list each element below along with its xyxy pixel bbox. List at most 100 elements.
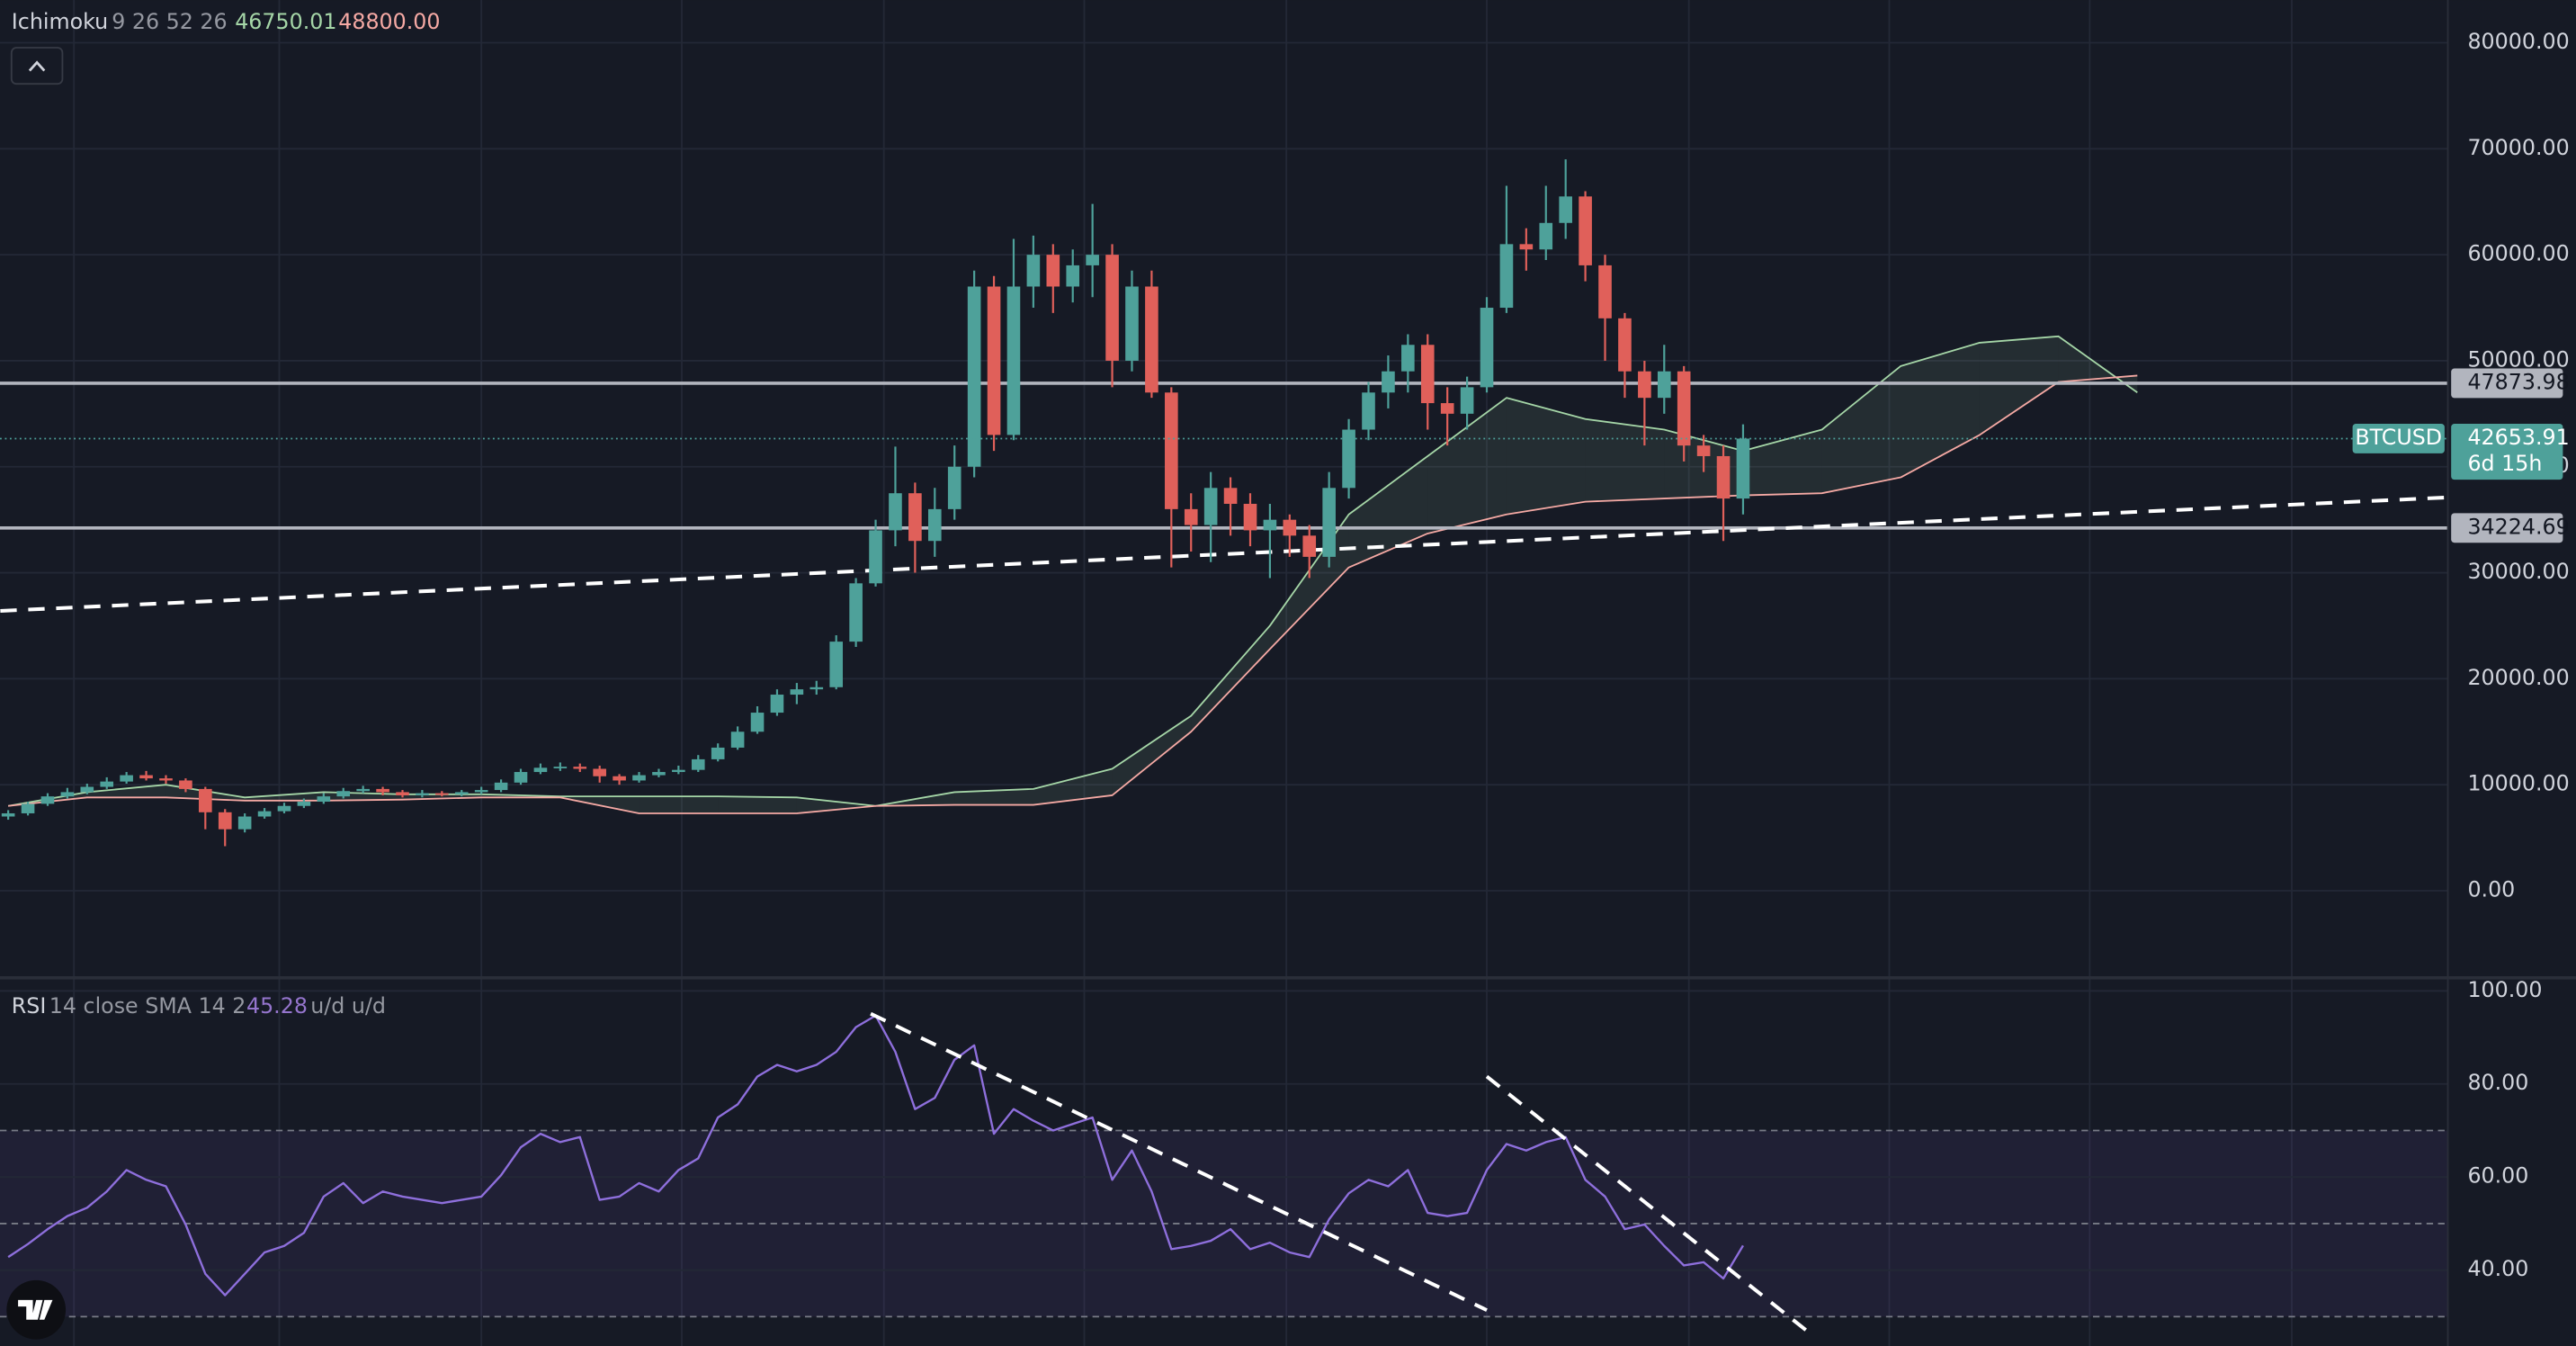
candle-body [1420,345,1435,404]
cloud-fill [1585,418,1665,502]
candle-body [1,812,15,817]
candle-body [218,812,232,830]
y-tick-label: 60.00 [2467,1163,2528,1189]
cloud-fill [1821,365,1901,494]
candle-body [533,767,548,773]
candle-body [1145,286,1158,393]
candle-body [869,530,882,584]
candle-body [139,775,153,779]
candle-body [849,583,863,642]
candle-body [21,803,35,813]
collapse-button[interactable] [10,47,64,85]
candle-body [159,778,173,781]
candle-body [1559,196,1572,223]
candle-body [1125,286,1139,361]
candle-body [179,780,192,789]
candle-body [1046,255,1060,287]
candle-body [1598,265,1612,319]
candle-body [514,772,528,783]
cloud-fill [1033,768,1113,805]
candle-body [1579,196,1592,265]
y-tick-label: 0.00 [2467,876,2515,902]
candle-body [672,769,685,773]
level-label: 34224.69 [2467,514,2569,539]
candle-body [573,767,587,769]
cloud-fill [1112,715,1192,795]
cloud-fill [796,797,876,813]
candle-body [1696,445,1711,456]
indicator-name: RSI [12,993,47,1018]
logo-mark[interactable] [18,1299,53,1320]
candle-body [396,792,409,795]
cloud-fill [86,785,166,798]
candle-body [809,686,824,690]
candle-body [1382,371,1395,393]
candle-body [927,508,942,542]
candle-body [1203,488,1218,525]
candle-body [1105,255,1119,361]
grid [73,0,2293,1346]
cloud-fill [1348,455,1428,568]
cloud-fill [639,796,719,813]
candle-body [1716,455,1731,499]
candle-body [277,805,291,812]
candle-body [1480,308,1494,388]
price-badge [2451,424,2563,480]
candle-body [1184,508,1198,525]
y-tick-label: 10000.00 [2467,771,2569,796]
candle-body [1638,371,1651,399]
candle-body [454,792,469,794]
candle-body [416,793,429,795]
price-label: 42653.91 [2467,425,2569,450]
candle-body [1342,429,1355,489]
candle-body [790,689,804,695]
indicator-name: Ichimoku [12,9,108,34]
candle-body [613,776,626,781]
candle-body [1519,244,1534,250]
indicator-value: 45.28 [246,993,308,1018]
level-label: 47873.98 [2467,369,2569,394]
indicator-params: 14 close SMA 14 2 [49,993,246,1018]
candle-body [237,816,252,830]
candle-body [691,758,705,770]
cloud-fill [1901,342,1980,478]
indicator-value: 48800.00 [338,9,440,34]
candle-body [1539,222,1553,250]
level-badge [2451,368,2563,399]
indicator-labels: u/d u/d [310,993,386,1018]
chevron-icon[interactable] [28,60,46,72]
candle-body [1499,244,1514,309]
candle-body [1006,286,1021,435]
candle-body [40,796,55,804]
y-tick-label: 30000.00 [2467,559,2569,584]
candle-body [652,772,666,776]
candle-body [829,642,844,687]
button-frame[interactable] [10,47,64,85]
candle-body [967,286,981,467]
symbol-badge [2352,424,2445,453]
cloud-span [8,374,2138,814]
indicator-value: 46750.01 [235,9,336,34]
candle-body [100,781,114,787]
candle-body [711,747,725,759]
cloud-fill [1191,625,1270,732]
cloud-fill [1427,398,1507,534]
candle-body [1440,403,1454,414]
candle-body [376,788,389,793]
cloud-fill [1979,336,2059,435]
candle-body [1460,387,1474,414]
trendline [1485,1074,1809,1333]
y-tick-label: 100.00 [2467,977,2542,1002]
candle-body [60,792,75,797]
countdown-label: 6d 15h [2467,451,2542,476]
logo[interactable] [6,1279,67,1340]
candle-body [632,775,646,781]
candle-body [356,788,370,792]
candle-body [1165,392,1178,509]
cloud-fill [954,788,1033,805]
candle-body [80,786,94,793]
candle-body [1302,535,1317,557]
candle-body [435,793,449,795]
candle-body [120,775,133,782]
